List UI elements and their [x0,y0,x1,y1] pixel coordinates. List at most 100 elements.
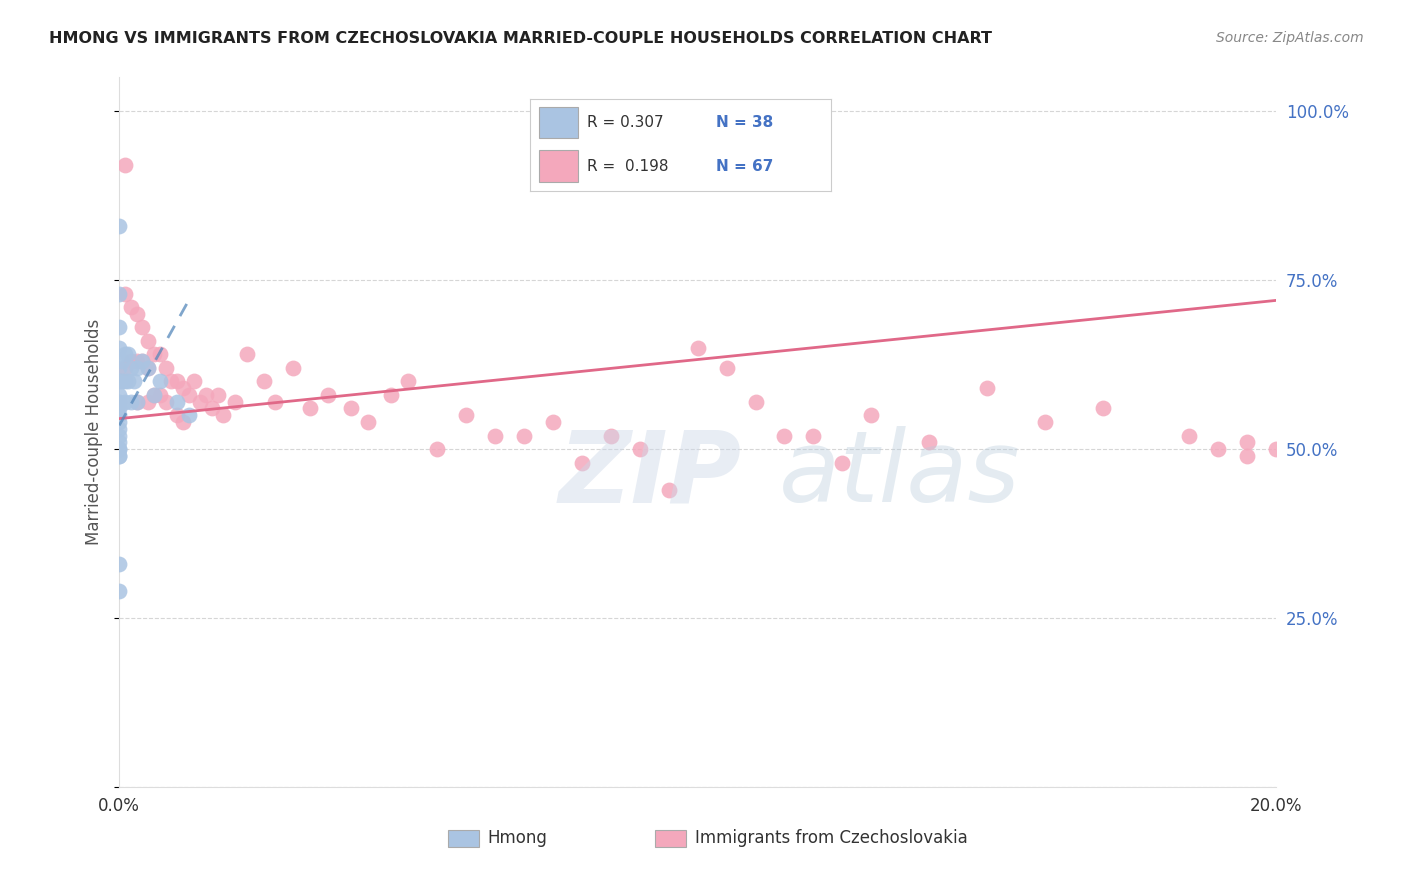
Point [235,347,257,361]
Point [149,375,172,389]
Point [131,354,153,368]
Point [299,401,322,416]
Point [513,428,536,442]
Point [172,381,194,395]
Text: ZIP: ZIP [558,426,742,524]
Point [426,442,449,456]
Point [143,388,166,402]
Point [120,394,142,409]
Point [111,375,134,389]
Point [108,361,131,376]
Point [108,320,131,334]
Point [125,394,148,409]
Point [114,394,136,409]
Point [628,442,651,456]
Point [108,442,131,456]
Point [1236,449,1258,463]
Point [224,394,246,409]
Y-axis label: Married-couple Households: Married-couple Households [86,319,103,545]
Point [976,381,998,395]
Point [108,415,131,429]
Point [357,415,380,429]
Point [120,361,142,376]
Point [108,428,131,442]
Point [571,456,593,470]
Point [108,394,131,409]
Text: Immigrants from Czechoslovakia: Immigrants from Czechoslovakia [695,830,967,847]
Point [131,320,153,334]
Point [831,456,853,470]
Point [212,409,235,423]
Point [172,415,194,429]
Point [264,394,287,409]
Point [456,409,478,423]
Point [149,388,172,402]
Point [108,583,131,598]
Point [114,347,136,361]
Point [122,375,145,389]
Point [1236,435,1258,450]
Point [108,401,131,416]
Point [1091,401,1114,416]
Point [125,307,148,321]
Point [108,442,131,456]
Text: Hmong: Hmong [488,830,547,847]
Point [686,341,709,355]
Point [398,375,420,389]
Point [207,388,229,402]
Point [117,375,139,389]
Point [380,388,402,402]
Point [773,428,796,442]
Text: Source: ZipAtlas.com: Source: ZipAtlas.com [1216,31,1364,45]
Point [281,361,304,376]
Point [125,394,148,409]
Point [136,361,159,376]
Text: HMONG VS IMMIGRANTS FROM CZECHOSLOVAKIA MARRIED-COUPLE HOUSEHOLDS CORRELATION CH: HMONG VS IMMIGRANTS FROM CZECHOSLOVAKIA … [49,31,993,46]
Point [339,401,361,416]
Point [108,388,131,402]
Point [177,388,200,402]
Point [114,375,136,389]
Point [541,415,564,429]
Point [136,361,159,376]
Point [111,354,134,368]
Point [149,347,172,361]
Point [316,388,339,402]
Point [166,375,188,389]
Point [108,409,131,423]
Point [143,347,166,361]
Point [716,361,738,376]
Point [484,428,506,442]
Point [131,354,153,368]
Point [125,354,148,368]
Point [918,435,941,450]
Point [114,158,136,172]
Point [160,375,183,389]
Point [120,300,142,314]
Point [108,557,131,571]
Point [117,347,139,361]
Point [801,428,824,442]
Point [108,435,131,450]
Point [108,422,131,436]
Point [253,375,276,389]
Point [166,394,188,409]
Point [136,334,159,348]
Point [1206,442,1229,456]
Point [108,449,131,463]
Point [1033,415,1056,429]
Point [201,401,224,416]
Point [166,409,188,423]
Point [120,354,142,368]
Point [600,428,623,442]
Point [114,361,136,376]
Point [744,394,766,409]
Point [136,394,159,409]
Point [155,394,177,409]
Point [114,286,136,301]
Point [155,361,177,376]
Point [108,341,131,355]
Point [177,409,200,423]
Point [183,375,205,389]
Point [1265,442,1288,456]
